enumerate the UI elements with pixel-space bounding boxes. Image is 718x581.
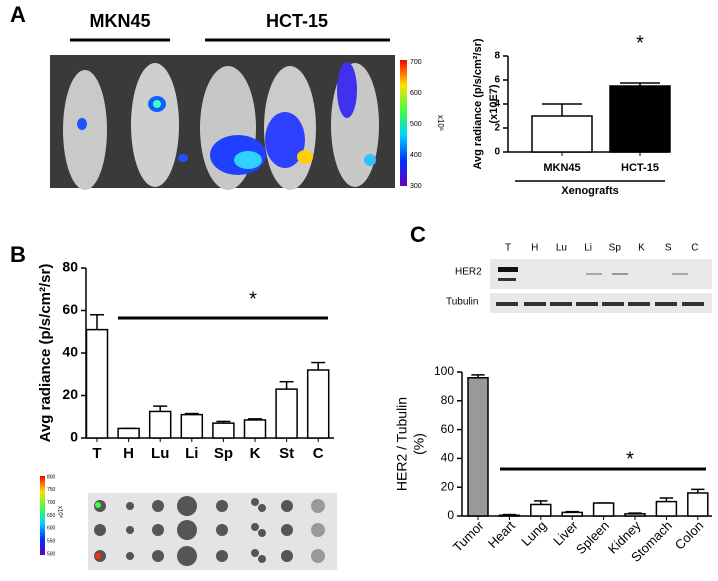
- y-axis-label: Avg radiance (p/s/cm²/sr): [472, 38, 484, 169]
- x-tick-label: Heart: [485, 518, 518, 551]
- y-tick-label: 4: [494, 99, 500, 110]
- colorbar-tick: 600: [410, 90, 422, 97]
- x-tick-label: Tumor: [450, 517, 487, 554]
- blot-lane-label: S: [665, 243, 672, 254]
- x-tick-label: Lu: [151, 445, 169, 462]
- y-tick-label: 2: [494, 123, 500, 134]
- bar: [530, 503, 552, 517]
- blot-lane-label: H: [531, 243, 538, 254]
- bar: [592, 502, 615, 517]
- x-tick-label: Colon: [672, 518, 707, 553]
- bar: [624, 513, 646, 517]
- colorbar-tick: 750: [47, 487, 56, 493]
- bar: [655, 500, 678, 517]
- y-tick-label: 8: [494, 51, 500, 62]
- bar: [609, 85, 671, 153]
- x-tick-label: K: [250, 445, 261, 462]
- y-axis-label: HER2 / Tubulin: [394, 397, 410, 491]
- bar: [531, 115, 593, 153]
- y-axis-label: Avg radiance (p/s/cm²/sr): [37, 264, 54, 443]
- bar: [243, 419, 267, 439]
- significance-star: *: [249, 288, 257, 310]
- blot-lane-label: T: [505, 243, 511, 254]
- y-axis-label: (%): [411, 433, 427, 455]
- y-tick-label: 20: [441, 479, 455, 493]
- x-tick-label: MKN45: [543, 162, 580, 174]
- x-tick-label: Spleen: [573, 518, 612, 557]
- y-tick-label: 20: [62, 386, 78, 402]
- y-tick-label: 40: [62, 344, 78, 360]
- blot-row-label: HER2: [455, 267, 482, 278]
- bar: [117, 427, 140, 439]
- x-tick-label: St: [279, 445, 294, 462]
- colorbar-tick: 300: [410, 183, 422, 190]
- bar: [467, 377, 489, 517]
- y-tick-label: 40: [441, 451, 455, 465]
- organ-image: [40, 476, 337, 570]
- y-tick-label: 80: [441, 393, 455, 407]
- y-tick-label: 0: [70, 429, 78, 445]
- bar: [148, 410, 172, 439]
- colorbar-tick: 600: [47, 526, 56, 532]
- colorbar-unit: x10⁶: [436, 115, 445, 131]
- panel-label: B: [10, 242, 26, 267]
- x-tick-label: HCT-15: [621, 162, 659, 174]
- blot-lane-label: K: [638, 243, 645, 254]
- bar: [212, 422, 235, 439]
- group-label: MKN45: [89, 11, 150, 31]
- blot-lane-label: Sp: [609, 243, 622, 254]
- significance-star: *: [626, 448, 634, 470]
- western-blot: [490, 259, 712, 313]
- panel-label: C: [410, 222, 426, 247]
- bar: [498, 514, 521, 517]
- x-tick-label: Li: [185, 445, 198, 462]
- bar: [180, 413, 204, 439]
- group-label: HCT-15: [266, 11, 328, 31]
- blot-lane-label: C: [691, 243, 698, 254]
- colorbar-unit: x10⁶: [56, 506, 63, 519]
- y-tick-label: 60: [62, 301, 78, 317]
- y-tick-label: 6: [494, 75, 500, 86]
- bar: [275, 388, 298, 439]
- y-axis-label: (x10E7): [488, 84, 500, 123]
- x-tick-label: Sp: [214, 445, 233, 462]
- blot-lane-label: Li: [584, 243, 592, 254]
- mouse-image: [50, 55, 407, 190]
- colorbar-tick: 800: [47, 474, 56, 480]
- colorbar-tick: 700: [47, 500, 56, 506]
- bar: [306, 369, 330, 439]
- y-tick-label: 0: [494, 147, 500, 158]
- y-tick-label: 80: [62, 259, 78, 275]
- y-tick-label: 100: [434, 364, 454, 378]
- colorbar-tick: 500: [47, 551, 56, 557]
- bar: [561, 511, 583, 517]
- x-tick-label: H: [123, 445, 134, 462]
- x-axis-label: Xenografts: [561, 185, 618, 197]
- bar: [687, 492, 709, 517]
- colorbar-tick: 700: [410, 59, 422, 66]
- bar: [85, 328, 109, 439]
- y-tick-label: 0: [447, 508, 454, 522]
- blot-row-label: Tubulin: [446, 297, 478, 308]
- colorbar-tick: 550: [47, 538, 56, 544]
- x-tick-label: T: [92, 445, 101, 462]
- colorbar-tick: 500: [410, 121, 422, 128]
- x-tick-label: Lung: [518, 518, 549, 549]
- colorbar-tick: 650: [47, 513, 56, 519]
- colorbar-tick: 400: [410, 152, 422, 159]
- panel-label: A: [10, 2, 26, 27]
- significance-star: *: [636, 32, 644, 54]
- y-tick-label: 60: [441, 422, 455, 436]
- x-tick-label: C: [313, 445, 324, 462]
- blot-lane-label: Lu: [556, 243, 567, 254]
